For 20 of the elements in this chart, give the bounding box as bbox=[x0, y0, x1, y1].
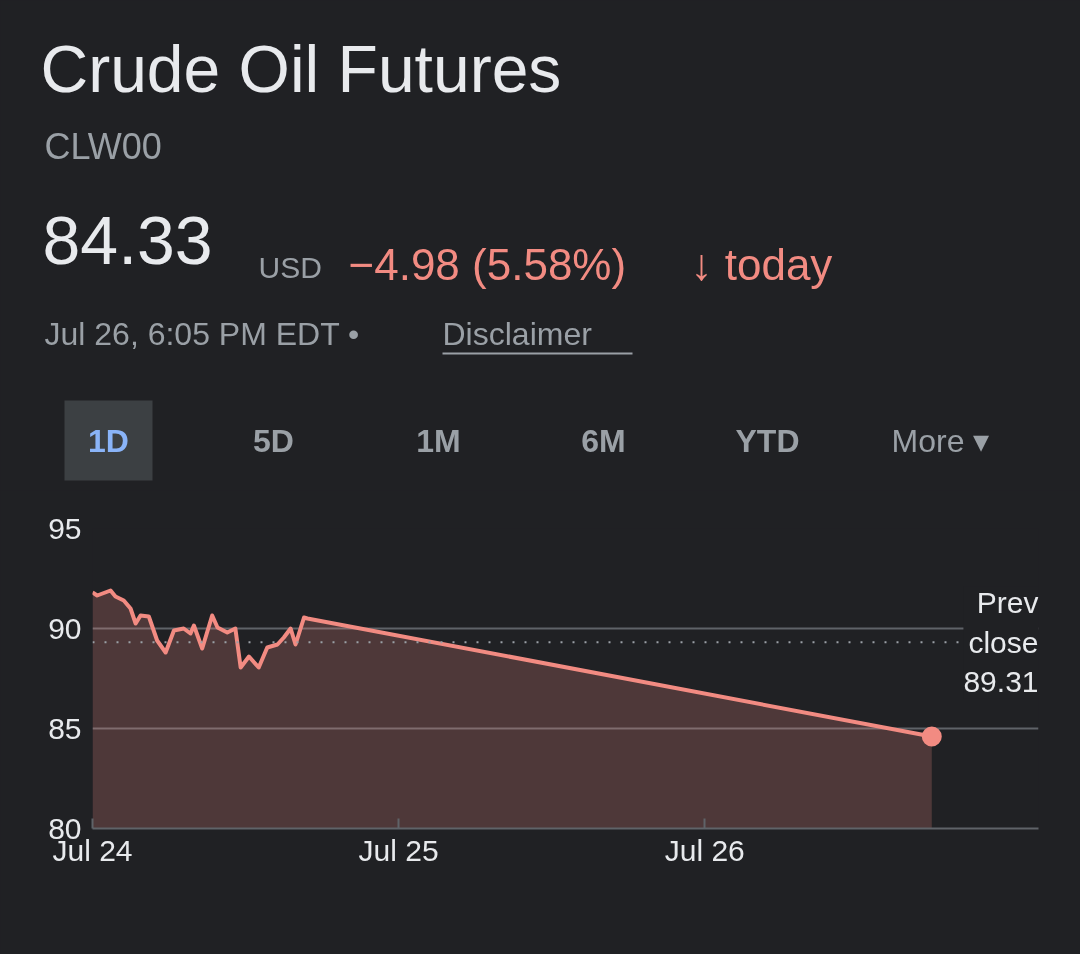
text: Jul 26, 6:05 PM EDT • bbox=[44, 315, 360, 352]
text: More ▾ bbox=[891, 422, 990, 459]
text: YTD bbox=[735, 422, 800, 459]
x-tick-label: Jul 26 bbox=[664, 833, 745, 867]
x-tick-label: Jul 25 bbox=[358, 833, 439, 867]
text: ↓ today bbox=[690, 240, 833, 289]
text: Disclaimer bbox=[442, 315, 593, 352]
y-tick-label: 85 bbox=[48, 711, 82, 745]
text: USD bbox=[258, 251, 322, 284]
text: −4.98 (5.58%) bbox=[348, 240, 627, 289]
text: 1M bbox=[416, 422, 461, 459]
chart-subtitle: CLW00 bbox=[44, 126, 162, 167]
text: 6M bbox=[581, 422, 626, 459]
text: 1D bbox=[88, 422, 129, 459]
ref-line-label: Prev close 89.31 bbox=[963, 586, 1039, 699]
chart-title: Crude Oil Futures bbox=[40, 31, 562, 106]
y-tick-label: 90 bbox=[48, 611, 82, 645]
y-tick-label: 95 bbox=[48, 511, 82, 545]
text: 84.33 bbox=[42, 202, 213, 278]
text: 5D bbox=[253, 422, 294, 459]
